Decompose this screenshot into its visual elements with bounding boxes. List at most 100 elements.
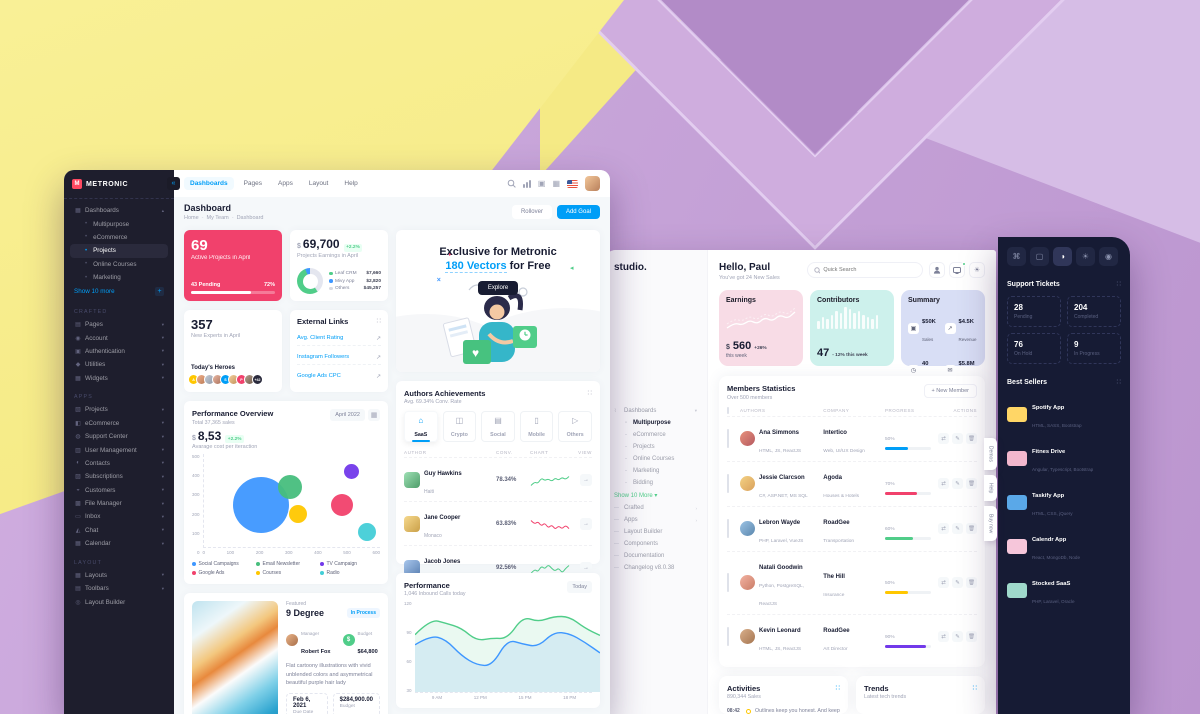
sidebar-item[interactable]: — Crafted › [614, 502, 697, 514]
sidebar-item[interactable]: ◉ Account ▾ [70, 331, 168, 344]
row-checkbox[interactable] [727, 518, 729, 538]
sidebar-item[interactable]: ▣ Authentication ▾ [70, 345, 168, 358]
notifications-icon-button[interactable] [949, 261, 966, 278]
member-name[interactable]: Natali Goodwin [759, 564, 803, 571]
metronic-logo[interactable]: M METRONIC [64, 170, 174, 199]
sidebar-item[interactable]: ◆ Utilities ▾ [70, 358, 168, 371]
gift-icon[interactable]: ▣ [537, 179, 546, 188]
external-link[interactable]: Google Ads CPC [297, 370, 381, 383]
top-nav-item[interactable]: Layout [308, 180, 329, 187]
sidebar-item[interactable]: ▩ File Manager ▾ [70, 497, 168, 510]
sidebar-item[interactable]: ▧ Projects ▾ [70, 403, 168, 416]
view-author-button[interactable] [580, 561, 592, 574]
plus-icon[interactable] [154, 287, 164, 297]
sidebar-item[interactable]: Multipurpose [614, 417, 697, 429]
sidebar-item[interactable]: Show 10 More ▾ [614, 489, 697, 502]
menu-dots-icon[interactable] [836, 684, 840, 692]
select-all-checkbox[interactable] [727, 406, 729, 414]
grid-icon-button[interactable]: ▦ [368, 409, 380, 421]
studio-logo[interactable]: studio. [614, 262, 647, 273]
menu-dots-icon[interactable] [588, 389, 592, 397]
sidebar-item[interactable]: Online Courses [614, 453, 697, 465]
stats-icon[interactable] [522, 179, 531, 188]
new-member-button[interactable]: + New Member [923, 384, 977, 398]
authors-tab[interactable]: ▷ Others [558, 411, 592, 442]
view-author-button[interactable] [580, 473, 592, 486]
seller-item[interactable]: Spotify App HTML, SASS, Bootstrap [1007, 392, 1121, 436]
member-name[interactable]: Jessie Clarcson [759, 474, 805, 481]
sidebar-item[interactable]: Online Courses [70, 258, 168, 271]
seller-item[interactable]: Calendr App React, MongoDb, Node [1007, 524, 1121, 568]
authors-tab[interactable]: ▤ Social [481, 411, 515, 442]
breadcrumb-item[interactable]: Dashboard [229, 215, 264, 221]
delete-action-button[interactable]: 🗑 [966, 577, 977, 588]
seller-item[interactable]: Taskify App HTML, CSS, jQuery [1007, 480, 1121, 524]
external-link[interactable]: Instagram Followers [297, 351, 381, 365]
sidebar-item[interactable]: ▨ Subscriptions ▾ [70, 470, 168, 483]
sidebar-item[interactable]: ▤ Toolbars ▾ [70, 582, 168, 595]
sidebar-item[interactable]: ◒ Customers ▾ [70, 484, 168, 497]
swap-action-button[interactable]: ⇄ [938, 433, 949, 444]
swap-action-button[interactable]: ⇄ [938, 523, 949, 534]
sidebar-item[interactable]: ⌇ Dashboards ▾ [614, 405, 697, 417]
vectors-link[interactable]: 180 Vectors [445, 260, 507, 273]
external-link[interactable]: Avg. Client Rating [297, 332, 381, 346]
sidebar-item[interactable]: Bidding [614, 477, 697, 489]
toolbar-icon-button[interactable]: ▢ [1030, 247, 1049, 266]
menu-dots-icon[interactable] [1117, 280, 1121, 288]
delete-action-button[interactable]: 🗑 [966, 433, 977, 444]
sidebar-item[interactable]: — Components [614, 538, 697, 550]
sidebar-item[interactable]: ▤ Pages ▾ [70, 318, 168, 331]
sidebar-item[interactable]: ▦ Dashboards ▴ [70, 204, 168, 217]
sidebar-item[interactable]: Projects [70, 244, 168, 258]
edit-action-button[interactable]: ✎ [952, 433, 963, 444]
toolbar-icon-button[interactable]: ☀ [1076, 247, 1095, 266]
seller-item[interactable]: Stocked SaaS PHP, Laravel, Oracle [1007, 568, 1121, 612]
sidebar-item[interactable]: Marketing [70, 271, 168, 284]
sidebar-toggle-button[interactable] [167, 177, 180, 190]
sidebar-item[interactable]: ▦ Layouts ▾ [70, 569, 168, 582]
row-checkbox[interactable] [727, 473, 729, 493]
row-checkbox[interactable] [727, 626, 729, 646]
top-nav-item[interactable]: Dashboards [184, 177, 234, 190]
quick-search[interactable] [807, 262, 923, 278]
toolbar-icon-button[interactable]: ◉ [1099, 247, 1118, 266]
member-name[interactable]: Ana Simmons [759, 429, 800, 436]
apps-grid-icon[interactable]: ▦ [552, 179, 560, 188]
sidebar-item[interactable]: Show 10 more [70, 284, 168, 299]
delete-action-button[interactable]: 🗑 [966, 523, 977, 534]
language-flag-icon[interactable] [567, 179, 578, 188]
breadcrumb-item[interactable]: Home [184, 215, 199, 221]
sidebar-item[interactable]: — Layout Builder [614, 526, 697, 538]
toolbar-icon-button[interactable]: ⌘ [1007, 247, 1026, 266]
sidebar-item[interactable]: ◍ Support Center ▾ [70, 430, 168, 443]
swap-action-button[interactable]: ⇄ [938, 577, 949, 588]
row-checkbox[interactable] [727, 428, 729, 448]
sidebar-item[interactable]: — Documentation [614, 550, 697, 562]
top-nav-item[interactable]: Apps [278, 180, 293, 187]
breadcrumb-item[interactable]: My Team [199, 215, 229, 221]
sidebar-item[interactable]: ▦ Calendar ▾ [70, 537, 168, 550]
top-nav-item[interactable]: Pages [243, 180, 263, 187]
sidebar-item[interactable]: — Apps › [614, 514, 697, 526]
explore-button[interactable]: Explore [477, 281, 519, 295]
sidebar-item[interactable]: ▦ Widgets ▾ [70, 372, 168, 385]
member-name[interactable]: Kevin Leonard [759, 627, 801, 634]
edit-action-button[interactable]: ✎ [952, 577, 963, 588]
edit-action-button[interactable]: ✎ [952, 478, 963, 489]
seller-item[interactable]: Fitnes Drive Angular, Typescript, Bootstr… [1007, 436, 1121, 480]
theme-icon-button[interactable]: ☀ [969, 262, 985, 278]
sidebar-item[interactable]: ◎ Layout Builder [70, 596, 168, 609]
rollover-button[interactable]: Rollover [511, 205, 552, 219]
delete-action-button[interactable]: 🗑 [966, 478, 977, 489]
period-dropdown[interactable]: Today [567, 580, 592, 593]
side-tab[interactable]: Help [984, 474, 997, 502]
authors-tab[interactable]: ⌂ SaaS [404, 411, 438, 442]
sidebar-item[interactable]: ◭ Chat ▾ [70, 524, 168, 537]
sidebar-item[interactable]: Marketing [614, 465, 697, 477]
sidebar-item[interactable]: eCommerce [614, 429, 697, 441]
search-icon[interactable] [507, 179, 516, 188]
edit-action-button[interactable]: ✎ [952, 523, 963, 534]
side-tab[interactable]: Buy now [984, 506, 997, 542]
top-nav-item[interactable]: Help [344, 180, 358, 187]
